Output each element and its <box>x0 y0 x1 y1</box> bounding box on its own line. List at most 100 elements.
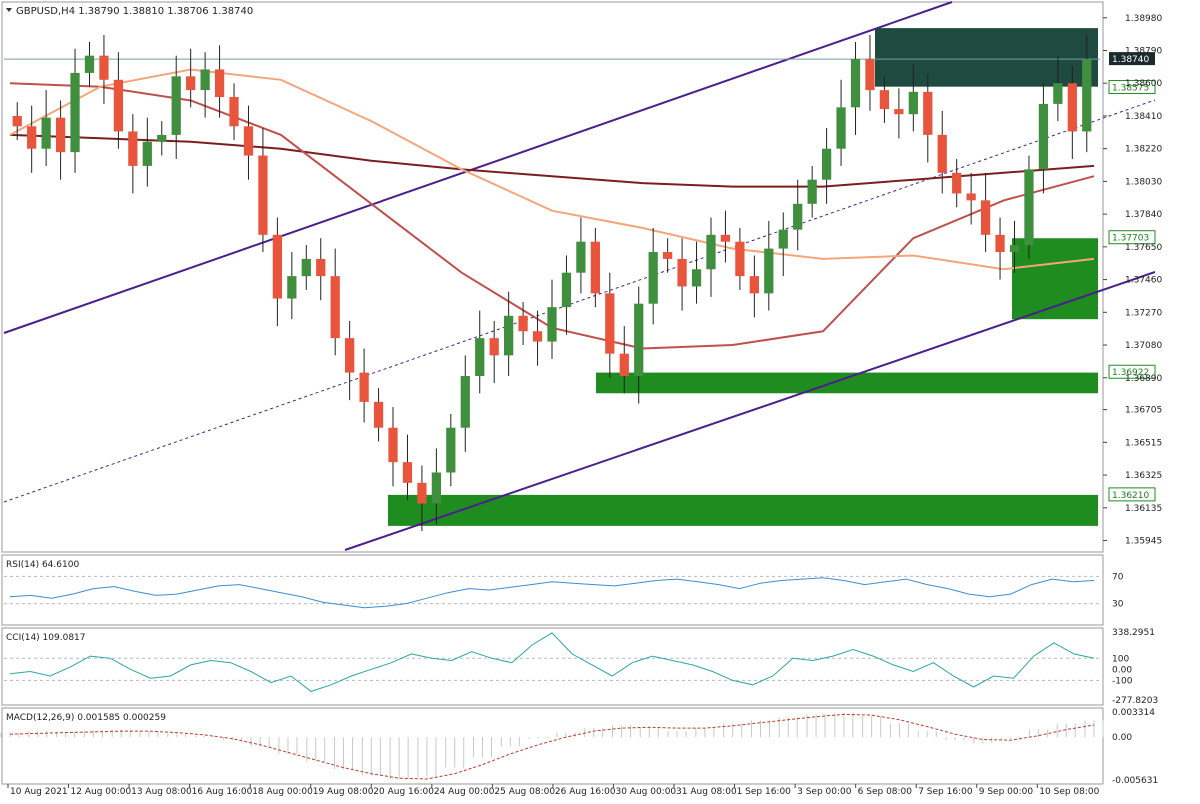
time-tick-label: 10 Aug 2021 <box>10 787 68 797</box>
price-tick-label: 1.36135 <box>1125 504 1162 514</box>
level-label: 1.36210 <box>1112 491 1149 501</box>
rsi-label: RSI(14) 64.6100 <box>6 560 79 570</box>
candle-body <box>258 155 268 235</box>
candle-body <box>532 331 543 342</box>
time-tick-label: 20 Aug 16:00 <box>373 787 434 797</box>
trend-channel <box>3 1 1156 551</box>
current-price-label: 1.38740 <box>1112 55 1149 65</box>
candle-body <box>186 76 196 91</box>
price-zone <box>596 372 1098 394</box>
cci-tick-label: 100 <box>1112 654 1129 664</box>
candle-body <box>735 241 745 277</box>
time-tick-label: 1 Sep 16:00 <box>737 787 792 797</box>
rsi-line <box>9 577 1095 609</box>
candle-body <box>229 97 239 127</box>
candle-body <box>995 234 1005 253</box>
price-tick-label: 1.38600 <box>1125 79 1162 89</box>
supply-demand-zones <box>388 28 1098 526</box>
price-tick-label: 1.38410 <box>1125 112 1162 122</box>
candle-body <box>446 427 456 473</box>
time-tick-label: 10 Sep 08:00 <box>1039 787 1099 797</box>
channel-upper-line <box>3 1 953 334</box>
macd-tick-label: 0.003314 <box>1112 708 1155 718</box>
candle-body <box>431 472 441 504</box>
candle-body <box>764 248 774 294</box>
cci-tick-label: -277.8203 <box>1112 696 1158 706</box>
macd-label: MACD(12,26,9) 0.001585 0.000259 <box>6 713 166 723</box>
time-tick-label: 18 Aug 00:00 <box>252 787 313 797</box>
candle-body <box>460 376 470 428</box>
current-price-tag <box>1109 52 1155 66</box>
price-tick-label: 1.37080 <box>1125 341 1162 351</box>
candle-body <box>55 117 66 153</box>
rsi-tick-label: 70 <box>1112 572 1124 582</box>
symbol-dropdown-icon[interactable] <box>6 8 12 12</box>
candle-body <box>214 69 225 98</box>
candle-body <box>952 172 962 194</box>
price-tick-label: 1.38220 <box>1125 145 1162 155</box>
candle-body <box>1009 245 1020 253</box>
cci-tick-label: -100 <box>1112 676 1133 686</box>
candle-body <box>749 276 759 294</box>
price-tick-label: 1.36325 <box>1125 471 1162 481</box>
candle-body <box>894 109 904 115</box>
time-tick-label: 25 Aug 08:00 <box>494 787 555 797</box>
candle-body <box>287 276 297 299</box>
candle-body <box>388 427 398 463</box>
candle-body <box>561 272 572 308</box>
candle-body <box>807 179 817 204</box>
price-tick-label: 1.37460 <box>1125 276 1162 286</box>
candle-body <box>489 338 499 356</box>
candle-body <box>793 203 803 230</box>
candle-body <box>937 134 947 173</box>
candle-body <box>778 229 788 249</box>
candle-body <box>1038 103 1049 170</box>
candle-body <box>663 252 673 259</box>
price-zone <box>875 28 1098 87</box>
candle-body <box>966 193 976 201</box>
cci-line <box>9 632 1095 692</box>
candle-body <box>12 115 22 127</box>
time-tick-label: 3 Sep 00:00 <box>797 787 852 797</box>
candle-body <box>171 76 181 135</box>
candle-body <box>402 462 413 483</box>
candle-body <box>345 338 355 373</box>
candle-body <box>908 91 918 115</box>
level-label: 1.36922 <box>1112 368 1149 378</box>
candle-body <box>1024 169 1034 246</box>
candle-body <box>1082 59 1092 132</box>
price-tick-label: 1.37650 <box>1125 243 1162 253</box>
candle-body <box>980 200 991 235</box>
macd-panel: 0.003314 0.00 -0.005631 <box>0 708 1158 786</box>
cci-tick-label: 338.2951 <box>1112 628 1155 638</box>
candle-body <box>243 126 254 156</box>
candle-body <box>836 107 846 149</box>
price-tick-label: 1.38030 <box>1125 177 1162 187</box>
candle-body <box>417 482 427 504</box>
main-panel-frame <box>1 1 1104 553</box>
cci-tick-label: 0.00 <box>1112 665 1132 675</box>
candle-body <box>301 258 311 277</box>
candle-body <box>518 315 528 332</box>
candle-body <box>142 141 152 166</box>
price-tick-label: 1.35945 <box>1125 537 1162 547</box>
time-tick-label: 19 Aug 08:00 <box>313 787 374 797</box>
candle-body <box>605 293 615 354</box>
candle-body <box>576 241 586 273</box>
candle-body <box>619 353 629 377</box>
candle-body <box>70 72 80 153</box>
macd-tick-label: 0.00 <box>1112 733 1132 743</box>
price-tick-label: 1.37840 <box>1125 210 1162 220</box>
time-axis: 10 Aug 2021 12 Aug 00:00 13 Aug 08:00 16 Au… <box>7 784 1100 797</box>
candle-body <box>84 55 95 73</box>
macd-signal-line <box>9 713 1095 780</box>
candle-body <box>677 258 687 287</box>
price-tick-label: 1.38980 <box>1125 14 1162 24</box>
candle-body <box>128 131 138 166</box>
candle-body <box>113 79 124 132</box>
price-tick-label: 1.36705 <box>1125 406 1162 416</box>
time-tick-label: 13 Aug 08:00 <box>131 787 192 797</box>
